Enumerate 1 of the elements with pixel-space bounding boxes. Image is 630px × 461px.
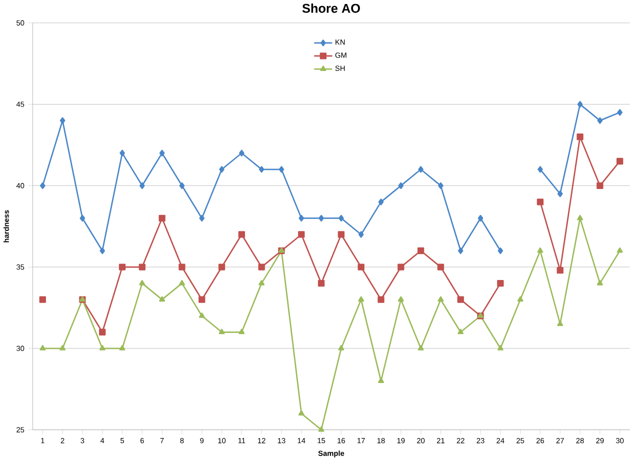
chart-title: Shore AO <box>302 4 360 13</box>
